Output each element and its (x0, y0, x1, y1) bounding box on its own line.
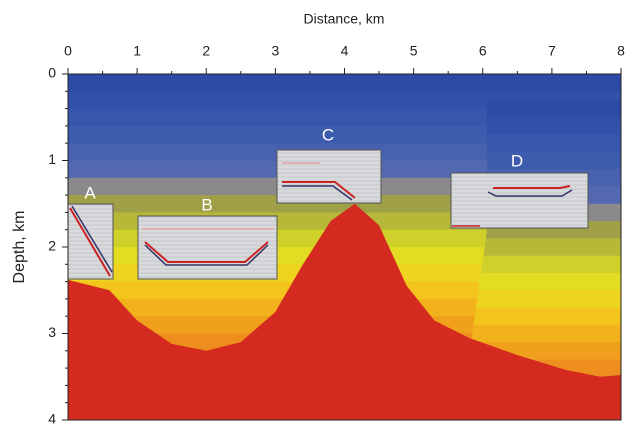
chart: Distance, km Depth, km 0 1 2 3 4 5 6 7 8 0 1 2 3 4 A B C… (0, 0, 626, 427)
inset-label: D (511, 151, 523, 170)
x-tick-label: 4 (341, 43, 349, 59)
x-tick-label: 6 (479, 43, 487, 59)
y-tick-label: 4 (48, 411, 56, 427)
inset-c (277, 150, 381, 203)
inset-label: B (201, 195, 212, 214)
inset-label: C (322, 125, 334, 144)
inset-b (138, 216, 277, 279)
x-tick-label: 0 (64, 43, 72, 59)
inset-d (451, 173, 588, 228)
y-axis-title: Depth, km (11, 211, 28, 284)
x-tick-label: 3 (271, 43, 279, 59)
x-tick-label: 1 (133, 43, 141, 59)
inset-label: A (84, 183, 96, 202)
x-axis-title: Distance, km (304, 11, 385, 27)
x-tick-label: 7 (548, 43, 556, 59)
layer (68, 74, 621, 92)
y-tick-label: 3 (48, 324, 56, 340)
x-tick-label: 8 (617, 43, 625, 59)
x-tick-label: 5 (410, 43, 418, 59)
y-tick-label: 1 (48, 151, 56, 167)
y-tick-label: 2 (48, 238, 56, 254)
x-tick-label: 2 (202, 43, 210, 59)
y-tick-label: 0 (48, 65, 56, 81)
